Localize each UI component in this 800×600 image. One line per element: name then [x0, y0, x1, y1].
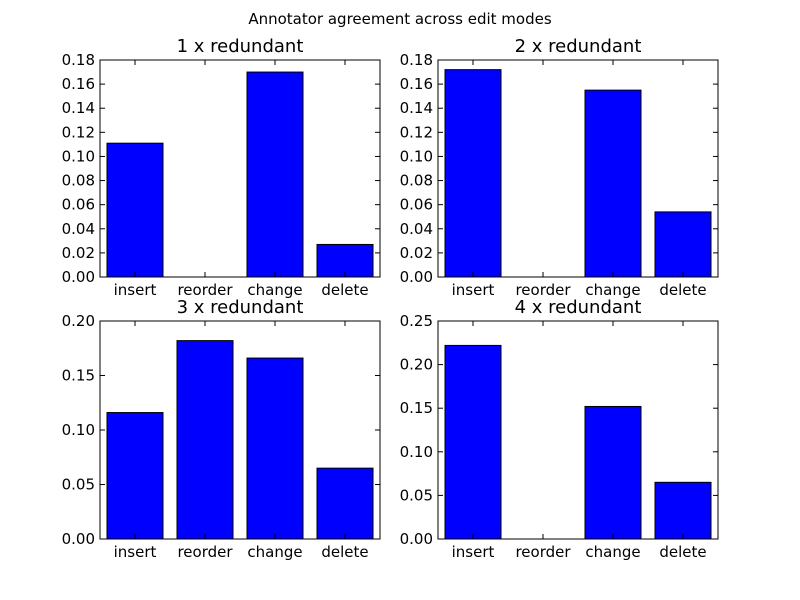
- chart-panel-1: 0.00 0.02 0.04 0.06 0.08 0.10 0.12 0.14 0.16 0.18…: [62, 36, 381, 299]
- plot-frame: [99, 59, 381, 278]
- y-tick-label: 0.18: [62, 51, 95, 69]
- y-tick-label: 0.04: [400, 220, 433, 238]
- bar-change: [246, 71, 304, 278]
- y-tick-label: 0.02: [62, 244, 95, 262]
- bar-insert: [106, 142, 164, 278]
- bar-change: [246, 357, 304, 540]
- y-tick-label: 0.06: [400, 196, 433, 214]
- bar-delete: [654, 211, 712, 278]
- x-tick-label: insert: [114, 543, 157, 561]
- y-tick-label: 0.00: [62, 268, 95, 286]
- y-tick-label: 0.00: [62, 530, 95, 548]
- chart-panel-4: 0.00 0.05 0.10 0.15 0.20 0.25 insert reorder cha…: [400, 297, 719, 561]
- x-tick-label: insert: [452, 543, 495, 561]
- x-tick-label: reorder: [177, 281, 233, 299]
- y-tick-label: 0.15: [62, 367, 95, 385]
- bar-insert: [106, 412, 164, 540]
- bar-insert: [444, 69, 502, 278]
- x-tick-label: change: [585, 281, 640, 299]
- bar-delete: [316, 467, 374, 540]
- bar-change: [584, 405, 642, 540]
- y-tick-label: 0.20: [62, 312, 95, 330]
- y-tick-label: 0.16: [400, 75, 433, 93]
- y-tick-label: 0.12: [400, 123, 433, 141]
- y-tick-label: 0.02: [400, 244, 433, 262]
- panel-title: 1 x redundant: [177, 36, 304, 57]
- x-tick-label: reorder: [177, 543, 233, 561]
- y-tick-label: 0.14: [62, 99, 95, 117]
- x-tick-label: insert: [114, 281, 157, 299]
- y-tick-label: 0.18: [400, 51, 433, 69]
- y-tick-label: 0.10: [62, 421, 95, 439]
- y-tick-label: 0.16: [62, 75, 95, 93]
- y-tick-label: 0.04: [62, 220, 95, 238]
- y-tick-label: 0.10: [400, 147, 433, 165]
- x-tick-label: change: [247, 281, 302, 299]
- panel-title: 2 x redundant: [515, 36, 642, 57]
- bar-delete: [654, 481, 712, 540]
- y-tick-label: 0.00: [400, 530, 433, 548]
- x-tick-label: delete: [321, 281, 368, 299]
- y-tick-label: 0.20: [400, 356, 433, 374]
- bar-delete: [316, 243, 374, 278]
- bar-reorder: [176, 340, 234, 540]
- y-tick-label: 0.00: [400, 268, 433, 286]
- x-tick-label: delete: [659, 281, 706, 299]
- bar-change: [584, 89, 642, 278]
- x-tick-label: delete: [321, 543, 368, 561]
- x-tick-label: change: [247, 543, 302, 561]
- y-tick-label: 0.10: [400, 443, 433, 461]
- y-tick-label: 0.08: [62, 172, 95, 190]
- x-tick-label: insert: [452, 281, 495, 299]
- panel-title: 4 x redundant: [515, 297, 642, 318]
- plot-frame: [437, 59, 719, 278]
- x-tick-label: delete: [659, 543, 706, 561]
- y-tick-label: 0.08: [400, 172, 433, 190]
- y-tick-label: 0.15: [400, 399, 433, 417]
- y-tick-label: 0.05: [62, 476, 95, 494]
- bar-insert: [444, 344, 502, 540]
- x-tick-label: reorder: [515, 543, 571, 561]
- x-tick-label: change: [585, 543, 640, 561]
- plot-frame: [437, 320, 719, 540]
- figure-suptitle: Annotator agreement across edit modes: [248, 10, 551, 28]
- chart-panel-2: 0.00 0.02 0.04 0.06 0.08 0.10 0.12 0.14 0.16 0.18…: [400, 36, 719, 299]
- panel-title: 3 x redundant: [177, 297, 304, 318]
- chart-panel-3: 0.00 0.05 0.10 0.15 0.20 insert reorder change d…: [62, 297, 381, 561]
- y-tick-label: 0.25: [400, 312, 433, 330]
- y-tick-label: 0.10: [62, 147, 95, 165]
- y-tick-label: 0.06: [62, 196, 95, 214]
- x-tick-label: reorder: [515, 281, 571, 299]
- y-tick-label: 0.12: [62, 123, 95, 141]
- y-tick-label: 0.14: [400, 99, 433, 117]
- y-tick-label: 0.05: [400, 486, 433, 504]
- chart-panels: 0.00 0.02 0.04 0.06 0.08 0.10 0.12 0.14 0.16 0.18…: [62, 36, 719, 561]
